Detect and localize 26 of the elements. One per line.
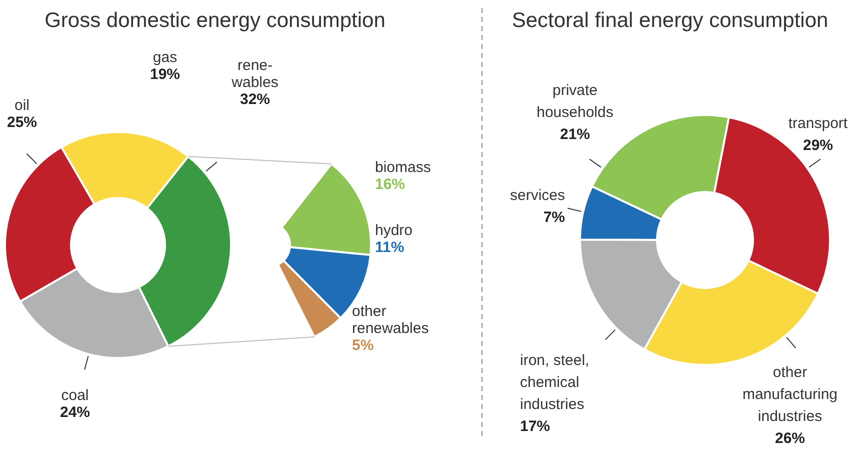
chart-title: Gross domestic energy consumption	[44, 9, 386, 32]
slice-label: rene- wables	[230, 57, 278, 91]
data-label: 16%	[375, 176, 406, 193]
slice-label: transport	[788, 115, 848, 132]
slice-label: biomass	[375, 159, 431, 176]
data-label: 17%	[520, 418, 550, 435]
slice-label: other manufacturing industries	[742, 364, 838, 425]
data-label: 26%	[774, 430, 806, 447]
slice-label: coal	[61, 387, 89, 404]
chart-title: Sectoral final energy consumption	[512, 9, 828, 32]
slice-label: private households	[536, 82, 614, 121]
data-label: 5%	[352, 337, 374, 354]
slice-label: iron, steel, chemical industries	[520, 352, 590, 413]
data-label: 29%	[802, 137, 834, 154]
slice-label: hydro	[375, 222, 413, 239]
slice-label: other renewables	[352, 303, 429, 337]
slice-label: services	[510, 187, 565, 204]
data-label: 24%	[60, 404, 90, 421]
data-label: 7%	[543, 209, 565, 226]
data-label: 11%	[375, 239, 404, 256]
data-label: 25%	[6, 114, 38, 131]
data-label: 21%	[560, 126, 590, 143]
data-label: 32%	[240, 91, 270, 108]
slice-label: oil	[14, 97, 30, 114]
data-label: 19%	[150, 66, 180, 83]
slice-label: gas	[152, 49, 178, 66]
